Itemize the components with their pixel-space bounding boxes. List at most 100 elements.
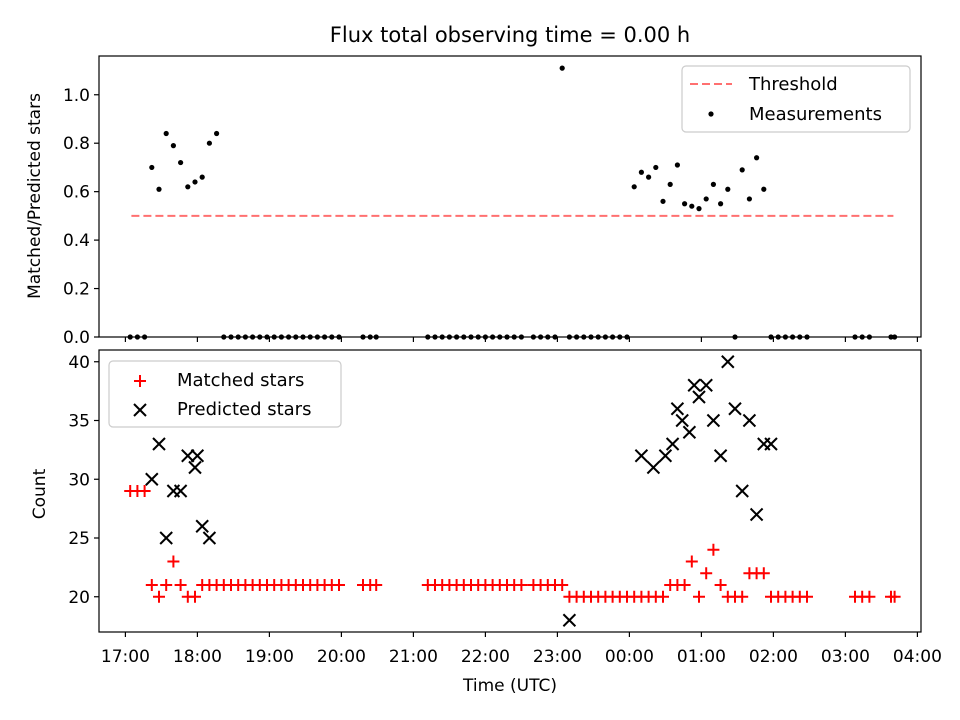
measurement-point [667, 181, 673, 187]
x-axis-label: Time (UTC) [462, 676, 557, 696]
matched-star-point [736, 590, 749, 603]
measurement-point [761, 186, 767, 192]
predicted-star-point [195, 519, 209, 533]
top-plot-area: 0.0 0.2 0.4 0.6 0.8 1.0 [63, 65, 919, 348]
predicted-star-point [699, 378, 713, 392]
predicted-star-point [764, 437, 778, 451]
measurement-point [156, 186, 162, 192]
measurement-point [214, 130, 220, 137]
top-plot-frame [98, 55, 922, 338]
top-y-tick-label: 0.8 [63, 134, 90, 154]
chart-title: Flux total observing time = 0.00 h [330, 23, 690, 47]
predicted-star-point [173, 484, 188, 498]
legend-predicted-label: Predicted stars [177, 399, 311, 420]
bottom-y-tick-label: 35 [68, 412, 90, 432]
measurement-point [725, 186, 731, 192]
bottom-y-tick-label: 25 [68, 529, 90, 549]
measurement-point [163, 130, 169, 137]
measurement-point [718, 201, 724, 207]
predicted-star-point [190, 449, 205, 463]
predicted-star-point [670, 402, 685, 416]
matched-star-point [167, 555, 180, 568]
legend-matched-label: Matched stars [177, 370, 304, 391]
matched-star-point [801, 590, 813, 603]
predicted-star-point [675, 413, 689, 428]
predicted-star-point [562, 613, 577, 627]
legend-threshold-label: Threshold [748, 74, 838, 95]
measurement-point [674, 162, 681, 168]
matched-star-point [174, 579, 187, 591]
bottom-y-tick-label: 20 [68, 588, 90, 608]
top-y-tick-label: 0.6 [63, 183, 90, 203]
measurement-point [646, 174, 652, 180]
legend-matched-swatch [134, 375, 146, 387]
measurement-point [638, 169, 645, 175]
top-y-tick-label: 0.2 [63, 280, 90, 300]
predicted-star-point [159, 531, 173, 545]
matched-star-point [693, 590, 705, 603]
x-tick-label: 02:00 [749, 647, 798, 667]
x-tick-label: 21:00 [389, 647, 438, 667]
x-tick-label: 03:00 [821, 647, 870, 667]
bottom-plot-frame [98, 349, 922, 633]
bottom-legend: Matched stars Predicted stars [108, 360, 342, 428]
top-y-axis-label: Matched/Predicted stars [25, 93, 45, 299]
measurement-point [559, 65, 565, 71]
measurement-point [660, 198, 666, 204]
matched-star-point [189, 590, 201, 603]
predicted-star-point [749, 507, 764, 522]
matched-star-point [145, 579, 158, 591]
matched-star-point [678, 579, 691, 591]
measurement-point [185, 184, 191, 190]
legend-measurements-swatch [708, 111, 714, 117]
predicted-star-point [646, 460, 661, 475]
legend-predicted-swatch [133, 403, 147, 417]
x-tick-label: 19:00 [245, 647, 294, 667]
measurement-point [149, 164, 155, 171]
top-panel: Flux total observing time = 0.00 h Match… [25, 23, 922, 348]
measurement-point [631, 184, 637, 190]
predicted-star-point [152, 437, 166, 451]
bottom-y-tick-label: 30 [68, 470, 90, 490]
x-tick-label: 20:00 [317, 647, 366, 667]
predicted-star-point [735, 484, 749, 498]
measurement-point [192, 179, 198, 185]
predicted-star-point [742, 413, 757, 428]
measurement-point [703, 196, 709, 202]
top-legend-box [681, 65, 911, 133]
matched-star-point [160, 579, 173, 591]
predicted-star-point [706, 413, 721, 428]
x-tick-label: 00:00 [605, 647, 654, 667]
x-tick-label: 01:00 [677, 647, 726, 667]
measurement-point [653, 164, 659, 171]
predicted-star-point [692, 390, 706, 404]
x-tick-label: 22:00 [461, 647, 510, 667]
bottom-panel: Count Time (UTC) 17:00 18:00 19:00 20:00 21:… [30, 349, 942, 696]
x-tick-label: 23:00 [533, 647, 582, 667]
measurement-point [170, 143, 176, 149]
bottom-legend-box [108, 360, 342, 428]
predicted-star-point [202, 531, 217, 545]
matched-star-point [556, 579, 569, 591]
matched-star-point [707, 543, 720, 556]
predicted-star-point [728, 402, 742, 416]
matched-star-point [153, 590, 165, 603]
predicted-star-point [721, 355, 735, 369]
matched-star-point [888, 590, 901, 603]
measurement-point [746, 196, 753, 202]
measurement-point [754, 155, 760, 161]
measurement-point [696, 206, 702, 212]
predicted-star-point [682, 425, 697, 439]
matched-star-point [657, 590, 669, 603]
measurement-point [682, 201, 688, 207]
matched-star-point [515, 579, 528, 591]
top-y-tick-label: 0.4 [63, 231, 90, 251]
measurement-point [689, 203, 695, 209]
top-y-tick-label: 1.0 [63, 86, 90, 106]
predicted-star-point [658, 449, 673, 463]
measurement-point [178, 159, 184, 166]
matched-star-point [370, 579, 383, 591]
predicted-star-point [687, 378, 701, 392]
predicted-star-point [188, 460, 202, 475]
